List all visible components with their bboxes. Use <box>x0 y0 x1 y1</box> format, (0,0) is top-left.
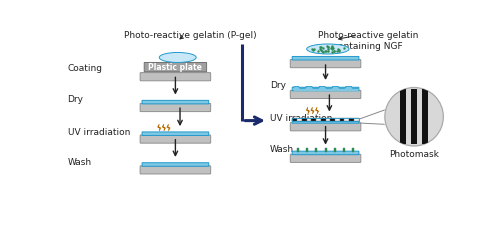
Text: Coating: Coating <box>68 64 102 73</box>
FancyBboxPatch shape <box>292 56 359 60</box>
FancyBboxPatch shape <box>140 73 210 81</box>
Bar <box>292 118 358 121</box>
Text: Wash: Wash <box>68 158 92 167</box>
Bar <box>326 118 330 121</box>
FancyBboxPatch shape <box>290 90 361 98</box>
FancyBboxPatch shape <box>142 163 208 166</box>
Bar <box>349 118 354 121</box>
Text: Dry: Dry <box>68 95 84 104</box>
Polygon shape <box>162 124 166 131</box>
FancyBboxPatch shape <box>290 154 361 162</box>
Ellipse shape <box>159 52 196 63</box>
FancyBboxPatch shape <box>290 123 361 131</box>
FancyBboxPatch shape <box>292 151 359 155</box>
Bar <box>292 118 297 121</box>
Text: Photomask: Photomask <box>389 150 439 159</box>
FancyBboxPatch shape <box>140 103 210 112</box>
Text: Wash: Wash <box>270 145 294 154</box>
Polygon shape <box>166 124 170 131</box>
Text: Photo-reactive gelatin (P-gel): Photo-reactive gelatin (P-gel) <box>124 31 257 39</box>
Bar <box>411 89 417 145</box>
FancyBboxPatch shape <box>292 87 359 91</box>
FancyBboxPatch shape <box>142 132 208 135</box>
Text: UV irradiation: UV irradiation <box>68 128 130 137</box>
Bar <box>354 118 358 121</box>
Polygon shape <box>310 107 314 114</box>
Circle shape <box>385 87 444 146</box>
Bar <box>422 89 428 145</box>
FancyBboxPatch shape <box>290 59 361 68</box>
Bar <box>302 118 306 121</box>
FancyBboxPatch shape <box>292 120 359 123</box>
Bar <box>312 118 316 121</box>
Polygon shape <box>316 107 319 114</box>
Text: Photo-reactive gelatin
containing NGF: Photo-reactive gelatin containing NGF <box>318 31 418 51</box>
Bar <box>306 118 312 121</box>
Ellipse shape <box>306 44 349 54</box>
Text: Plastic plate: Plastic plate <box>148 63 203 72</box>
Bar <box>340 118 344 121</box>
FancyBboxPatch shape <box>142 100 208 104</box>
Bar <box>330 118 335 121</box>
Polygon shape <box>306 107 310 114</box>
FancyBboxPatch shape <box>140 166 210 174</box>
Text: UV irradiation: UV irradiation <box>270 114 332 123</box>
Bar <box>335 118 340 121</box>
Bar <box>316 118 321 121</box>
FancyBboxPatch shape <box>144 63 206 72</box>
FancyBboxPatch shape <box>140 135 210 143</box>
Polygon shape <box>158 124 161 131</box>
Bar <box>297 118 302 121</box>
Bar <box>400 89 406 145</box>
Bar <box>321 118 326 121</box>
Text: Dry: Dry <box>270 82 286 90</box>
Bar <box>344 118 349 121</box>
